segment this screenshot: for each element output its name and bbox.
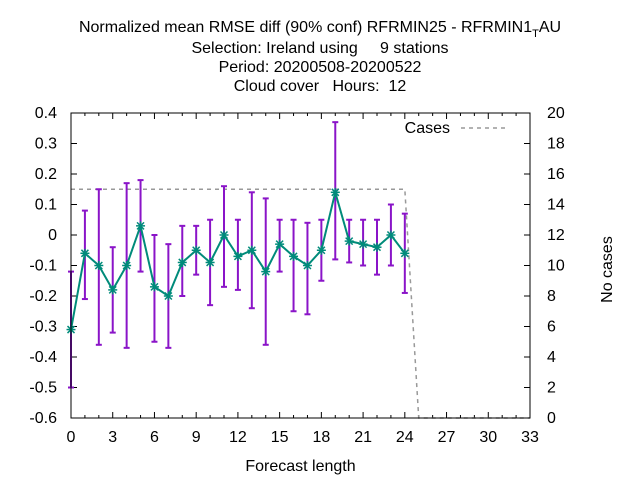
y-tick-label: -0.5	[29, 380, 57, 397]
y2-tick-label: 20	[547, 105, 565, 122]
data-point	[219, 230, 229, 240]
y2-tick-label: 14	[547, 197, 565, 214]
y2-tick-label: 10	[547, 258, 565, 275]
x-tick-label: 15	[271, 429, 289, 446]
x-tick-label: 18	[312, 429, 330, 446]
y2-tick-label: 6	[547, 319, 556, 336]
data-point	[149, 282, 159, 292]
x-tick-label: 24	[396, 429, 414, 446]
legend-label-cases: Cases	[405, 120, 450, 137]
y2-tick-label: 0	[547, 410, 556, 427]
data-point	[358, 239, 368, 249]
data-point	[302, 261, 312, 270]
data-point	[386, 230, 396, 240]
title-line-1: Normalized mean RMSE diff (90% conf) RFR…	[78, 19, 562, 40]
title-line-4: Cloud cover Hours: 12	[233, 78, 407, 95]
y2-tick-label: 12	[547, 227, 565, 244]
y2-axis-label: No cases	[599, 236, 616, 303]
data-point	[136, 221, 146, 231]
data-point	[163, 291, 173, 301]
data-point	[177, 257, 187, 267]
y-tick-label: -0.6	[29, 410, 57, 427]
data-point	[108, 285, 118, 295]
y-tick-label: 0.3	[35, 136, 57, 153]
y2-tick-label: 18	[547, 136, 565, 153]
title-line-3: Period: 20200508-20200522	[218, 59, 422, 76]
x-tick-label: 27	[438, 429, 456, 446]
data-point	[94, 261, 104, 270]
y-tick-label: 0.2	[35, 166, 57, 183]
y2-tick-label: 4	[547, 349, 556, 366]
x-tick-label: 33	[521, 429, 539, 446]
data-point	[191, 245, 201, 255]
x-axis-label: Forecast length	[245, 458, 355, 475]
y-tick-label: 0	[48, 227, 57, 244]
data-point	[233, 251, 243, 261]
x-tick-label: 3	[108, 429, 117, 446]
data-point	[122, 261, 132, 270]
y-tick-label: -0.2	[29, 288, 57, 305]
data-point	[289, 251, 299, 261]
data-point	[261, 267, 271, 277]
y-tick-label: -0.3	[29, 319, 57, 336]
legend: Cases	[405, 120, 505, 137]
data-point	[247, 245, 257, 255]
y2-tick-label: 8	[547, 288, 556, 305]
y-tick-label: 0.4	[35, 105, 57, 122]
data-point	[205, 257, 215, 267]
y2-tick-label: 16	[547, 166, 565, 183]
data-point	[400, 248, 410, 258]
title-line-2: Selection: Ireland using 9 stations	[191, 40, 449, 57]
plot-frame	[70, 112, 531, 419]
data-point	[275, 239, 285, 249]
y-tick-label: -0.4	[29, 349, 57, 366]
data-point	[344, 236, 354, 246]
data-point	[316, 245, 326, 255]
x-tick-label: 12	[229, 429, 247, 446]
y-tick-label: 0.1	[35, 197, 57, 214]
x-tick-label: 30	[479, 429, 497, 446]
x-tick-label: 6	[150, 429, 159, 446]
chart-marks: 0 3 6 9 12 15 18 21 24 27 30 33-0.6-0.5-0.4-0.3-0.2…	[29, 105, 564, 446]
data-point	[80, 248, 90, 258]
y2-tick-label: 2	[547, 380, 556, 397]
x-tick-label: 9	[192, 429, 201, 446]
x-tick-label: 0	[67, 429, 76, 446]
y-tick-label: -0.1	[29, 258, 57, 275]
data-point	[330, 187, 340, 197]
x-tick-label: 21	[354, 429, 372, 446]
data-point	[372, 242, 382, 252]
